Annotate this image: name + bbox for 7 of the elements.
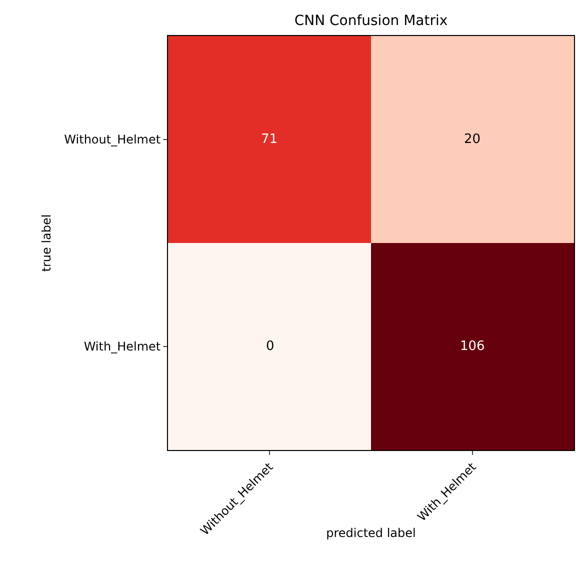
data-label: 106 [460,339,485,354]
data-label: 71 [261,132,278,147]
chart-title: CNN Confusion Matrix [294,12,448,29]
y-axis-title: true label [39,214,54,272]
x-axis-title: predicted label [326,526,416,540]
data-label: 20 [464,132,481,147]
data-label: 0 [266,339,274,354]
